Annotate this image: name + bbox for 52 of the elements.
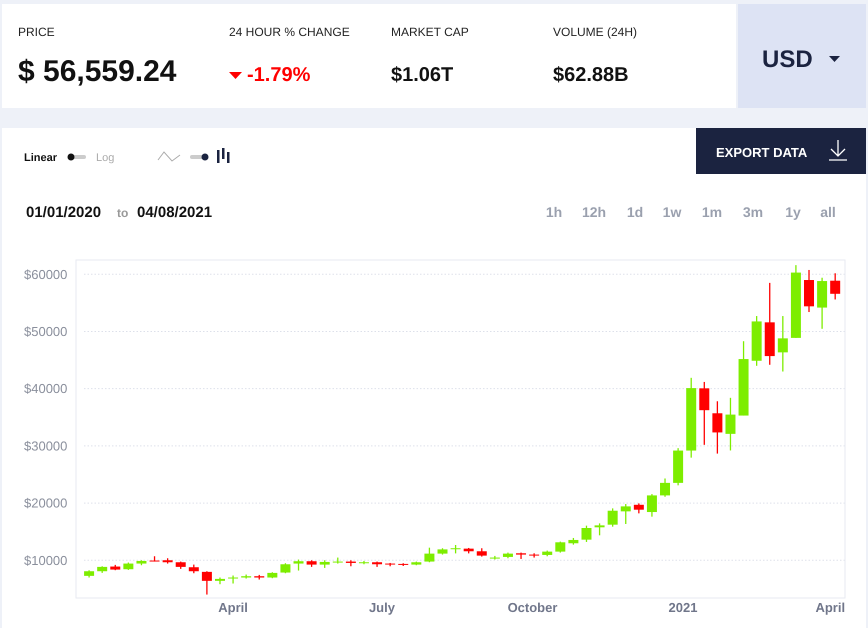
y-tick-label: $30000: [24, 438, 68, 454]
text: Log: [96, 152, 114, 164]
x-tick-label: April: [815, 600, 846, 615]
y-tick-label: $60000: [24, 266, 68, 282]
text: Linear: [24, 152, 58, 164]
text: $ 56,559.24: [18, 55, 177, 88]
text: 1h: [546, 204, 562, 220]
candlestick: [712, 400, 722, 454]
text: 1w: [662, 204, 682, 220]
x-tick-label: July: [368, 600, 396, 615]
text: 12h: [582, 204, 606, 220]
candlestick: [581, 525, 592, 543]
candlestick: [594, 522, 605, 536]
text: 01/01/2020: [26, 204, 102, 221]
x-tick-label: 2021: [668, 600, 698, 615]
candlestick: [202, 570, 212, 596]
x-tick-label: October: [508, 600, 558, 615]
x-tick-label: April: [218, 600, 248, 615]
candlestick: [332, 556, 343, 564]
text: USD: [762, 46, 813, 73]
text: $1.06T: [391, 64, 454, 86]
y-tick-label: $10000: [24, 552, 68, 568]
text: 1m: [702, 204, 722, 220]
candlestick: [699, 381, 710, 446]
text: 04/08/2021: [137, 204, 212, 221]
candlestick: [608, 508, 618, 528]
candlestick: [280, 562, 290, 574]
candlestick: [646, 493, 657, 518]
candlestick: [725, 397, 736, 452]
text: 1y: [785, 204, 801, 220]
candlestick: [830, 272, 840, 300]
y-tick-label: $20000: [24, 496, 68, 511]
candlestick: [620, 503, 631, 525]
y-tick-label: $40000: [24, 381, 68, 396]
candlestick: [778, 315, 788, 372]
text: all: [820, 204, 836, 220]
text: VOLUME (24H): [553, 25, 638, 39]
text: 24 HOUR % CHANGE: [229, 25, 350, 39]
text: to: [117, 206, 128, 220]
text: $62.88B: [553, 64, 629, 86]
text: PRICE: [18, 25, 55, 39]
text: 3m: [742, 204, 764, 220]
text: MARKET CAP: [391, 25, 469, 39]
candlestick: [294, 558, 304, 572]
candlestick: [634, 502, 644, 514]
candlestick: [555, 540, 566, 554]
candlestick: [424, 547, 434, 563]
y-tick-label: $50000: [24, 324, 68, 340]
candlestick: [660, 478, 670, 498]
text: -1.79%: [247, 64, 311, 86]
text: EXPORT DATA: [716, 145, 808, 160]
text: 1d: [626, 204, 644, 220]
